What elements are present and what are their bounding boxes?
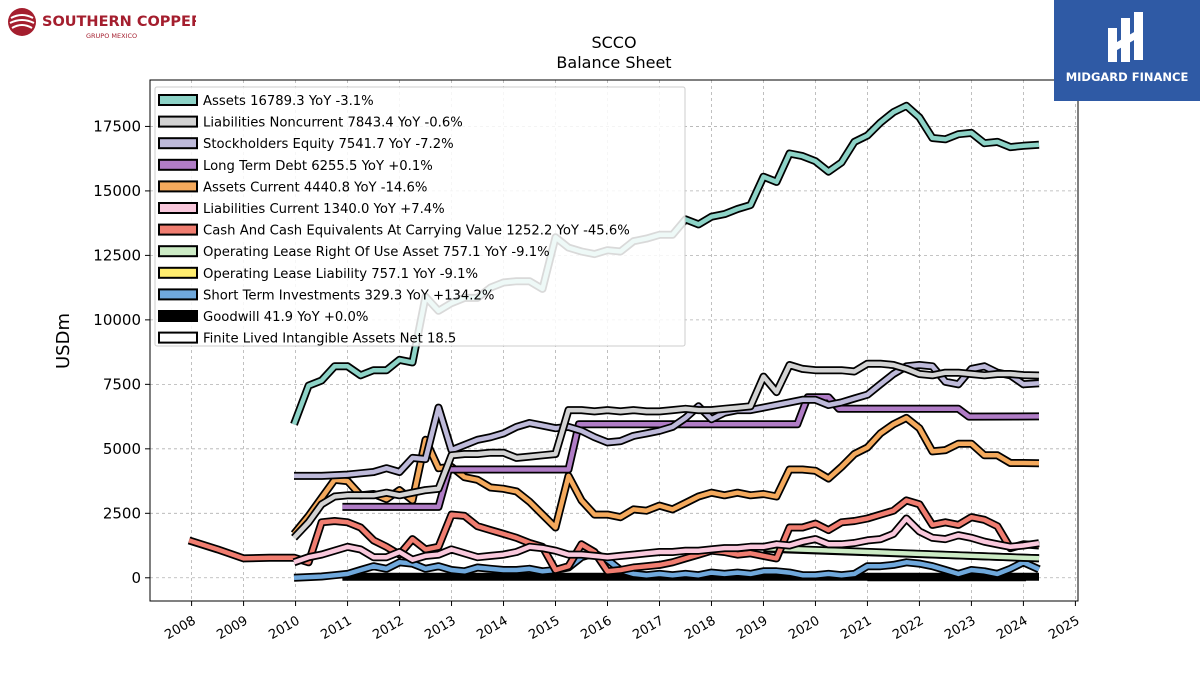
southern-copper-logo: SOUTHERN COPPER GRUPO MEXICO <box>6 6 202 44</box>
series-line <box>294 362 1040 479</box>
y-tick-label: 5000 <box>103 440 141 458</box>
x-tick-label: 2024 <box>994 613 1030 643</box>
grupo-mexico-wordmark: GRUPO MEXICO <box>86 32 137 40</box>
legend-item: Assets Current 4440.8 YoY -14.6% <box>158 180 427 195</box>
legend-item: Operating Lease Right Of Use Asset 757.1… <box>158 245 550 260</box>
legend-frame <box>154 86 686 347</box>
chart-title: SCCO <box>591 33 636 52</box>
x-tick-label: 2008 <box>162 613 198 643</box>
x-tick-label: 2016 <box>578 613 614 643</box>
series-line <box>293 516 1040 565</box>
legend-item: Liabilities Current 1340.0 YoY +7.4% <box>158 202 445 217</box>
y-tick-label: 7500 <box>103 375 141 393</box>
y-tick-label: 12500 <box>93 246 141 264</box>
legend-label: Operating Lease Right Of Use Asset 757.1… <box>203 245 550 260</box>
x-tick-label: 2010 <box>266 613 302 643</box>
legend-label: Goodwill 41.9 YoY +0.0% <box>203 310 368 325</box>
plot-area-frame <box>149 79 1079 602</box>
legend-swatch <box>158 158 198 171</box>
legend-label: Finite Lived Intangible Assets Net 18.5 <box>203 332 456 347</box>
midgard-finance-logo: MIDGARD FINANCE <box>1054 0 1200 101</box>
legend-item: Stockholders Equity 7541.7 YoY -7.2% <box>158 137 454 152</box>
series-cash-and-cash-equivalents-at-carrying-value <box>187 496 1040 576</box>
series-line <box>292 415 1040 536</box>
legend-label: Operating Lease Liability 757.1 YoY -9.1… <box>203 267 478 282</box>
legend-swatch <box>158 223 198 236</box>
x-tick-label: 2022 <box>890 613 926 643</box>
y-tick-label: 0 <box>131 569 141 587</box>
x-tick-label: 2023 <box>942 613 978 643</box>
x-tick-label: 2015 <box>526 613 562 643</box>
legend-swatch <box>158 180 198 193</box>
x-tick-label: 2017 <box>630 613 666 643</box>
legend-label: Long Term Debt 6255.5 YoY +0.1% <box>203 159 433 174</box>
midgard-emblem-icon <box>1108 12 1143 62</box>
legend-swatch <box>158 331 198 344</box>
series-liabilities-current <box>292 514 1040 567</box>
midgard-finance-wordmark: MIDGARD FINANCE <box>1066 70 1189 84</box>
legend-item: Goodwill 41.9 YoY +0.0% <box>158 310 368 325</box>
legend-swatch <box>158 245 198 258</box>
legend-item: Long Term Debt 6255.5 YoY +0.1% <box>158 158 433 174</box>
x-tick-label: 2021 <box>838 613 874 643</box>
legend-item: Operating Lease Liability 757.1 YoY -9.1… <box>158 266 478 282</box>
y-tick-label: 15000 <box>93 182 141 200</box>
x-axis: 2008 2009 2010 2011 2012 2013 2014 2015 2016 2017… <box>162 601 1082 643</box>
chart-subtitle: Balance Sheet <box>556 53 671 72</box>
x-tick-label: 2020 <box>786 613 822 643</box>
series-short-term-investments <box>293 549 1041 582</box>
y-axis-label: USDm <box>53 313 74 369</box>
legend-label: Assets 16789.3 YoY -3.1% <box>203 94 374 109</box>
southern-copper-wordmark: SOUTHERN COPPER <box>42 14 196 30</box>
y-tick-label: 2500 <box>103 504 141 522</box>
y-tick-label: 10000 <box>93 311 141 329</box>
legend-item: Finite Lived Intangible Assets Net 18.5 <box>158 331 456 347</box>
x-tick-label: 2009 <box>214 613 250 643</box>
series-line <box>188 498 1040 574</box>
x-tick-label: 2012 <box>370 613 406 643</box>
series-assets-current <box>290 413 1040 537</box>
legend-item: Cash And Cash Equivalents At Carrying Va… <box>158 223 630 239</box>
legend-swatch <box>158 137 198 150</box>
x-tick-label: 2019 <box>734 613 770 643</box>
legend-item: Short Term Investments 329.3 YoY +134.2% <box>158 288 494 303</box>
y-axis: 0 2500 5000 7500 10000 12500 15000 17500 <box>93 117 150 587</box>
y-tick-label: 17500 <box>93 117 141 135</box>
series-line <box>292 361 1040 540</box>
legend-label: Liabilities Noncurrent 7843.4 YoY -0.6% <box>203 116 463 131</box>
legend-swatch <box>158 202 198 214</box>
series-stockholders-equity <box>294 361 1040 480</box>
southern-copper-emblem-icon: SOUTHERN COPPER GRUPO MEXICO <box>8 8 202 40</box>
x-tick-label: 2013 <box>422 613 458 643</box>
x-tick-label: 2025 <box>1046 613 1082 643</box>
x-tick-label: 2014 <box>474 613 510 643</box>
series-line <box>293 551 1040 581</box>
legend-label: Assets Current 4440.8 YoY -14.6% <box>203 180 427 195</box>
legend-swatch <box>158 115 198 128</box>
legend-item: Liabilities Noncurrent 7843.4 YoY -0.6% <box>158 115 463 131</box>
legend-label: Stockholders Equity 7541.7 YoY -7.2% <box>203 137 454 152</box>
x-tick-label: 2018 <box>682 613 718 643</box>
chart-legend: Assets 16789.3 YoY -3.1% Liabilities Nonc… <box>154 86 686 347</box>
legend-label: Liabilities Current 1340.0 YoY +7.4% <box>203 202 445 217</box>
legend-swatch <box>158 288 198 301</box>
legend-swatch <box>158 94 198 106</box>
legend-label: Cash And Cash Equivalents At Carrying Va… <box>203 224 630 239</box>
legend-swatch <box>158 266 198 279</box>
series-operating-lease-right-of-use-asset <box>763 544 1040 563</box>
legend-label: Short Term Investments 329.3 YoY +134.2% <box>203 288 494 303</box>
chart-series-group <box>187 101 1041 582</box>
legend-item: Assets 16789.3 YoY -3.1% <box>158 94 374 109</box>
legend-swatch <box>158 310 198 322</box>
series-line <box>763 545 1040 561</box>
series-liabilities-noncurrent <box>291 359 1040 541</box>
x-tick-label: 2011 <box>318 613 354 643</box>
